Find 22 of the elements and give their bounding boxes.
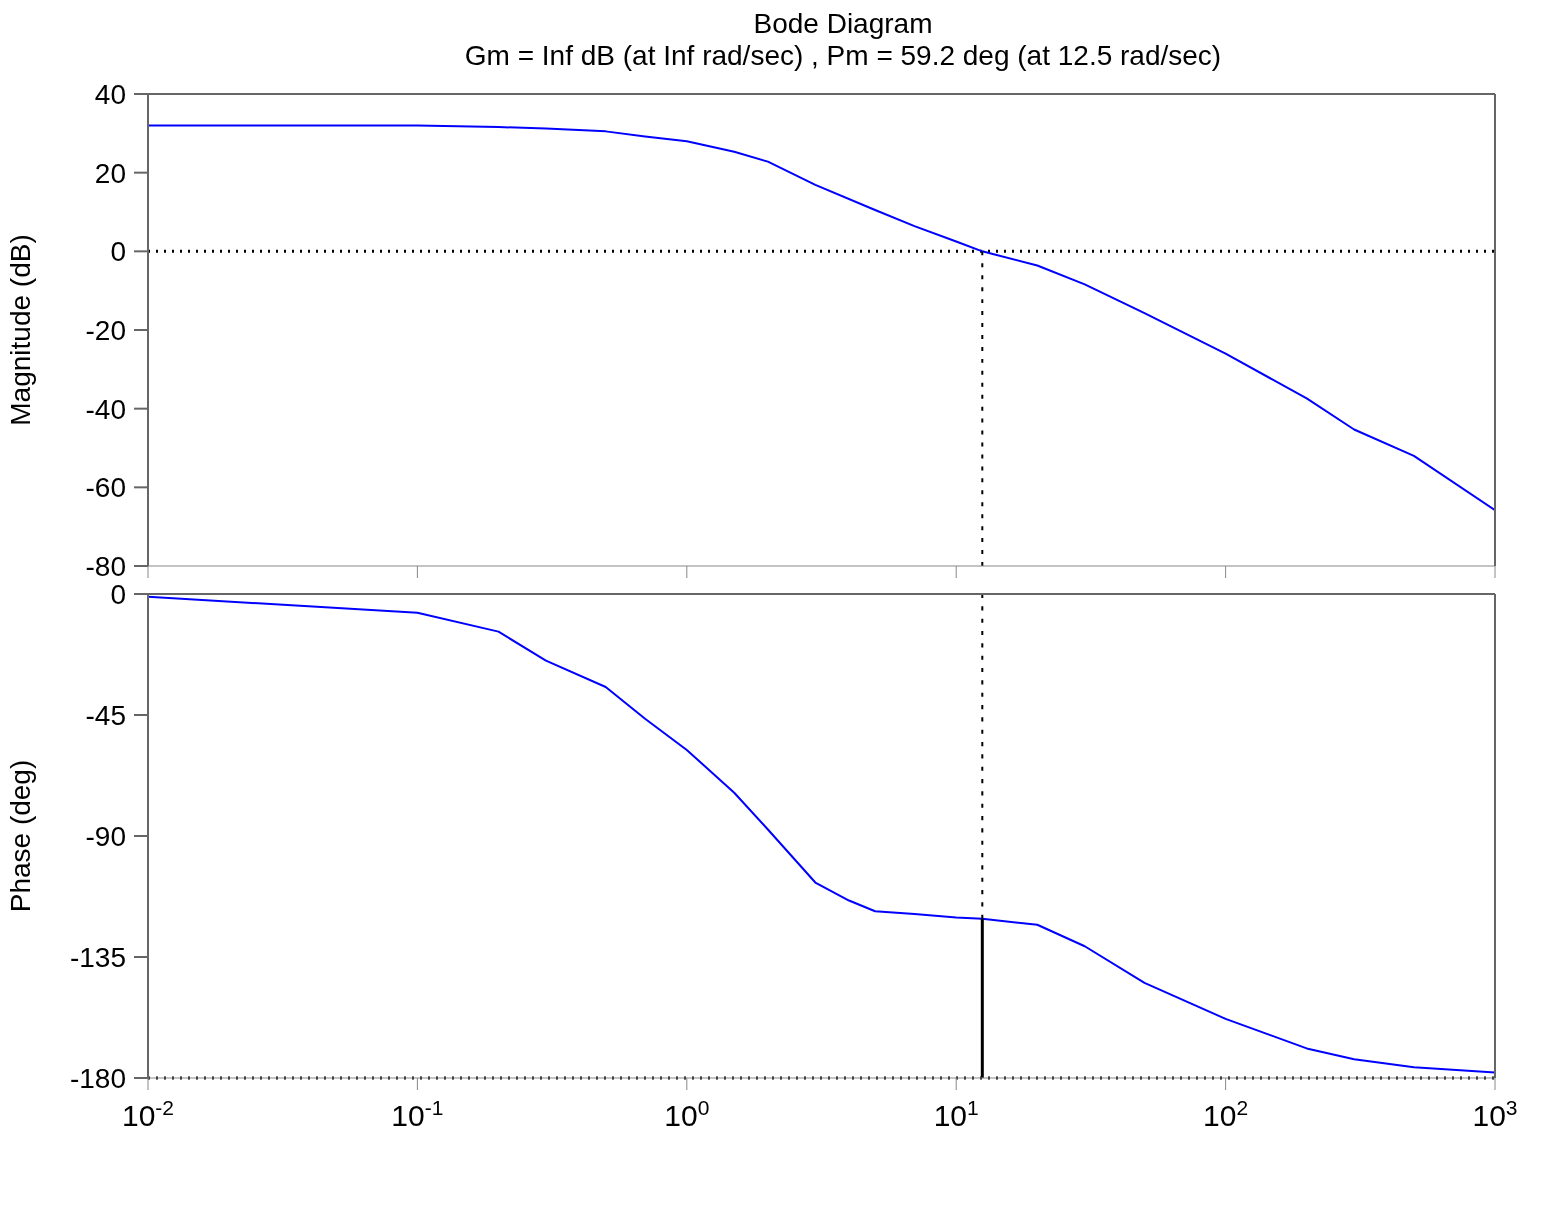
- y-tick-label: -80: [85, 551, 126, 582]
- chart-subtitle: Gm = Inf dB (at Inf rad/sec) , Pm = 59.2 deg (at 12.5 rad/sec): [463, 40, 1223, 72]
- y-tick-label: -40: [85, 393, 126, 425]
- y-tick-label: -135: [69, 942, 126, 973]
- y-tick-label: 0: [110, 579, 126, 610]
- y-tick-label: -90: [85, 821, 126, 852]
- y-axis-title: Phase (deg): [4, 759, 36, 913]
- y-tick-label: -20: [85, 315, 126, 346]
- x-tick-label: 10$^{-1}$: [391, 1095, 444, 1132]
- x-tick-label: 10$^{1}$: [933, 1095, 979, 1132]
- y-tick-label: -60: [85, 472, 126, 504]
- y-axis-title: Magnitude (dB): [4, 234, 36, 426]
- x-tick-label: 10$^{3}$: [1472, 1095, 1518, 1132]
- y-tick-label: 0: [110, 236, 126, 268]
- y-tick-label: -180: [69, 1063, 126, 1094]
- y-tick-label: 40: [94, 79, 126, 110]
- x-tick-label: 10$^{2}$: [1203, 1095, 1249, 1132]
- x-tick-label: 10$^{-2}$: [121, 1095, 175, 1132]
- chart-title: Bode Diagram: [752, 8, 934, 40]
- x-tick-label: 10$^{0}$: [664, 1095, 710, 1132]
- y-tick-label: -45: [85, 700, 126, 731]
- y-tick-label: 20: [94, 157, 126, 189]
